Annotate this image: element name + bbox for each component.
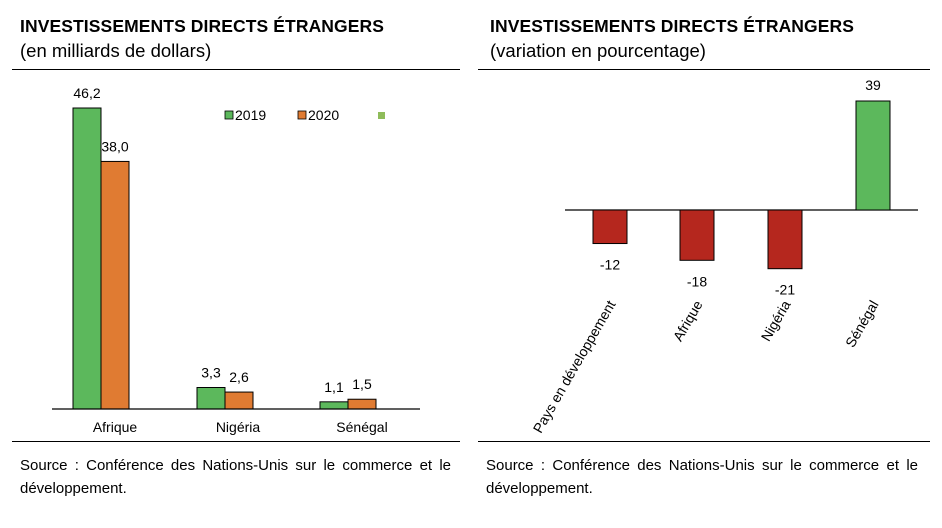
x-tick-label-senegal: Sénégal [842, 298, 882, 351]
x-tick-label-afrique: Afrique [93, 419, 138, 435]
data-label-afrique: -18 [687, 273, 707, 289]
x-tick-label-nigeria: Nigéria [216, 419, 261, 435]
data-label-senegal: 39 [865, 77, 881, 93]
data-label-senegal-2020: 1,5 [352, 376, 372, 392]
left-bottom-rule [12, 441, 460, 442]
right-chart-subtitle: (variation en pourcentage) [490, 40, 706, 61]
legend-swatch-2020 [297, 110, 307, 120]
data-label-pays-en-developpement: -12 [600, 257, 620, 273]
left-chart-panel: INVESTISSEMENTS DIRECTS ÉTRANGERS (en mi… [0, 0, 460, 528]
left-chart-subtitle: (en milliards de dollars) [20, 40, 212, 61]
data-label-senegal-2019: 1,1 [324, 379, 344, 395]
bar-senegal [855, 100, 891, 211]
bar-nigeria [767, 209, 803, 270]
right-source-note: Source : Conférence des Nations-Unis sur… [486, 457, 918, 497]
data-label-nigeria: -21 [775, 282, 795, 298]
legend-swatch-2019 [224, 110, 234, 120]
bar-nigeria-2020 [224, 391, 254, 410]
bar-senegal-2019 [319, 401, 349, 410]
data-label-afrique-2019: 46,2 [73, 85, 100, 101]
legend-label-2020: 2020 [308, 107, 339, 123]
left-chart-title: INVESTISSEMENTS DIRECTS ÉTRANGERS [20, 16, 385, 36]
data-label-nigeria-2020: 2,6 [229, 369, 249, 385]
x-tick-label-senegal: Sénégal [336, 419, 387, 435]
bar-pays-en-developpement [592, 209, 628, 245]
data-label-afrique-2020: 38,0 [101, 138, 128, 154]
right-title-rule [478, 69, 930, 70]
x-tick-label-pays-en-developpement: Pays en développement [530, 297, 619, 435]
left-bar-chart: 46,2 38,0 Afrique 3,3 2,6 Nigéria 1,1 1,5 Sénéga… [52, 85, 420, 435]
bar-nigeria-2019 [196, 387, 226, 410]
data-label-nigeria-2019: 3,3 [201, 365, 221, 381]
bar-senegal-2020 [347, 398, 377, 410]
bar-afrique-2020 [100, 160, 130, 410]
bar-afrique [679, 209, 715, 261]
right-bar-chart: -12 Pays en développement -18 Afrique -21Nig… [530, 77, 918, 436]
bar-afrique-2019 [72, 107, 102, 410]
legend-swatch-extra [378, 112, 385, 119]
right-chart-panel: INVESTISSEMENTS DIRECTS ÉTRANGERS (varia… [478, 0, 942, 528]
left-title-rule [12, 69, 460, 70]
x-tick-label-nigeria: Nigéria [758, 297, 794, 344]
x-tick-label-afrique: Afrique [670, 297, 706, 344]
legend-label-2019: 2019 [235, 107, 266, 123]
right-bottom-rule [478, 441, 930, 442]
right-chart-title: INVESTISSEMENTS DIRECTS ÉTRANGERS [490, 16, 855, 36]
left-source-note: Source : Conférence des Nations-Unis sur… [20, 457, 451, 497]
